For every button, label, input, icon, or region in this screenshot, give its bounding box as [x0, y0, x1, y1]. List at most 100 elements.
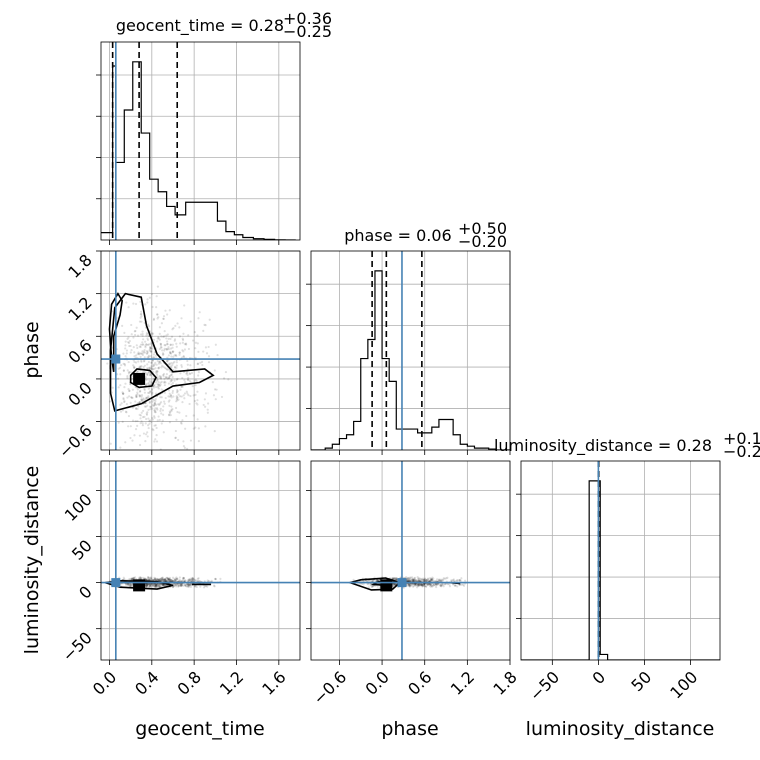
sample-point — [138, 401, 141, 404]
panel-plot-area — [311, 461, 510, 660]
sample-point — [162, 317, 165, 320]
sample-point — [417, 579, 420, 582]
sample-point — [458, 578, 461, 582]
sample-point — [197, 317, 200, 320]
sample-point — [183, 343, 186, 346]
sample-point — [167, 577, 170, 581]
sample-point — [168, 309, 171, 312]
sample-point — [160, 388, 163, 391]
sample-point — [119, 384, 122, 387]
sample-point — [141, 334, 144, 337]
sample-point — [181, 349, 184, 352]
sample-point — [436, 583, 440, 586]
sample-point — [391, 577, 394, 580]
sample-point — [139, 355, 142, 359]
sample-point — [145, 378, 148, 382]
sample-point — [123, 363, 126, 366]
sample-point — [155, 584, 158, 587]
sample-point — [422, 583, 426, 586]
sample-point — [152, 356, 156, 359]
sample-point — [123, 400, 126, 403]
sample-point — [135, 393, 138, 397]
sample-point — [161, 583, 164, 587]
sample-point — [143, 388, 146, 391]
sample-point — [155, 313, 159, 316]
sample-point — [156, 577, 159, 580]
sample-point — [185, 371, 189, 375]
sample-point — [138, 352, 141, 355]
sample-point — [439, 584, 442, 587]
sample-point — [186, 584, 190, 587]
sample-point — [164, 376, 168, 379]
sample-point — [149, 405, 152, 409]
sample-point — [422, 583, 425, 586]
sample-point — [216, 353, 219, 357]
sample-point — [145, 413, 149, 416]
sample-point — [416, 584, 419, 587]
sample-point — [370, 579, 373, 582]
sample-point — [159, 377, 163, 380]
sample-point — [203, 398, 206, 401]
sample-point — [152, 429, 155, 432]
sample-point — [138, 353, 141, 356]
sample-point — [148, 578, 151, 581]
sample-point — [138, 395, 141, 398]
sample-point — [191, 339, 195, 342]
sample-point — [160, 346, 163, 349]
sample-point — [160, 366, 163, 369]
sample-point — [420, 583, 423, 586]
sample-point — [183, 348, 187, 351]
sample-point — [144, 303, 147, 306]
sample-point — [153, 403, 156, 407]
sample-point — [134, 407, 138, 410]
sample-point — [127, 371, 131, 374]
sample-point — [454, 584, 457, 587]
sample-point — [128, 371, 132, 374]
sample-point — [183, 446, 186, 450]
sample-point — [140, 312, 143, 316]
sample-point — [164, 396, 167, 400]
sample-point — [458, 579, 461, 582]
sample-point — [151, 388, 154, 392]
sample-point — [195, 579, 198, 582]
sample-point — [151, 392, 154, 395]
sample-point — [203, 405, 207, 408]
sample-point — [197, 374, 200, 377]
sample-point — [161, 584, 164, 587]
sample-point — [438, 579, 441, 582]
sample-point — [407, 583, 410, 586]
sample-point — [190, 371, 194, 375]
sample-point — [186, 582, 189, 586]
sample-point — [391, 583, 395, 586]
sample-point — [144, 405, 148, 408]
sample-point — [164, 579, 167, 582]
sample-point — [170, 394, 173, 397]
sample-point — [425, 585, 428, 588]
sample-point — [139, 365, 142, 368]
sample-point — [167, 337, 170, 340]
sample-point — [152, 585, 155, 588]
sample-point — [129, 584, 132, 588]
sample-point — [144, 396, 148, 399]
sample-point — [154, 583, 157, 586]
sample-point — [188, 372, 191, 375]
sample-point — [148, 583, 152, 586]
sample-point — [163, 402, 166, 405]
sample-point — [439, 584, 442, 587]
sample-point — [152, 364, 155, 367]
sample-point — [402, 586, 405, 589]
sample-point — [170, 355, 173, 358]
sample-point — [129, 436, 132, 440]
sample-point — [189, 577, 192, 580]
sample-point — [407, 577, 410, 581]
sample-point — [153, 586, 157, 589]
sample-point — [188, 578, 191, 581]
sample-point — [117, 421, 120, 424]
sample-point — [172, 395, 175, 398]
sample-point — [144, 578, 147, 582]
sample-point — [197, 371, 200, 374]
sample-point — [180, 584, 183, 587]
sample-point — [419, 584, 423, 587]
sample-point — [147, 371, 150, 374]
sample-point — [137, 370, 140, 373]
